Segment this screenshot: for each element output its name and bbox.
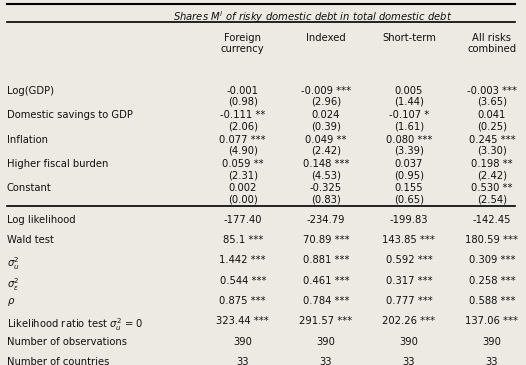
Text: (0.00): (0.00) xyxy=(228,195,258,205)
Text: (1.44): (1.44) xyxy=(394,97,424,107)
Text: Wald test: Wald test xyxy=(7,235,54,245)
Text: (2.54): (2.54) xyxy=(477,195,507,205)
Text: Log(GDP): Log(GDP) xyxy=(7,85,54,96)
Text: 0.024: 0.024 xyxy=(312,110,340,120)
Text: 202.26 ***: 202.26 *** xyxy=(382,316,436,326)
Text: -199.83: -199.83 xyxy=(390,215,428,225)
Text: Log likelihood: Log likelihood xyxy=(7,215,75,225)
Text: 0.881 ***: 0.881 *** xyxy=(302,255,349,265)
Text: (3.65): (3.65) xyxy=(477,97,507,107)
Text: 390: 390 xyxy=(482,337,501,347)
Text: 143.85 ***: 143.85 *** xyxy=(382,235,436,245)
Text: $\sigma^2_u$: $\sigma^2_u$ xyxy=(7,255,19,272)
Text: -0.009 ***: -0.009 *** xyxy=(301,85,351,96)
Text: 0.777 ***: 0.777 *** xyxy=(386,296,432,306)
Text: Inflation: Inflation xyxy=(7,135,47,145)
Text: 0.258 ***: 0.258 *** xyxy=(469,276,515,286)
Text: (3.39): (3.39) xyxy=(394,146,424,156)
Text: 137.06 ***: 137.06 *** xyxy=(466,316,519,326)
Text: 0.059 **: 0.059 ** xyxy=(222,159,264,169)
Text: 70.89 ***: 70.89 *** xyxy=(302,235,349,245)
Text: Constant: Constant xyxy=(7,184,52,193)
Text: 0.588 ***: 0.588 *** xyxy=(469,296,515,306)
Text: (4.53): (4.53) xyxy=(311,170,341,180)
Text: 0.530 **: 0.530 ** xyxy=(471,184,513,193)
Text: -0.111 **: -0.111 ** xyxy=(220,110,266,120)
Text: 33: 33 xyxy=(485,357,498,365)
Text: 390: 390 xyxy=(399,337,418,347)
Text: 0.317 ***: 0.317 *** xyxy=(386,276,432,286)
Text: (4.90): (4.90) xyxy=(228,146,258,156)
Text: 0.148 ***: 0.148 *** xyxy=(302,159,349,169)
Text: -0.325: -0.325 xyxy=(310,184,342,193)
Text: 0.037: 0.037 xyxy=(394,159,423,169)
Text: 390: 390 xyxy=(234,337,252,347)
Text: Indexed: Indexed xyxy=(306,33,346,43)
Text: Domestic savings to GDP: Domestic savings to GDP xyxy=(7,110,133,120)
Text: 0.080 ***: 0.080 *** xyxy=(386,135,432,145)
Text: (0.95): (0.95) xyxy=(394,170,424,180)
Text: 33: 33 xyxy=(320,357,332,365)
Text: Short-term: Short-term xyxy=(382,33,436,43)
Text: (1.61): (1.61) xyxy=(394,122,424,131)
Text: (2.31): (2.31) xyxy=(228,170,258,180)
Text: 0.245 ***: 0.245 *** xyxy=(469,135,515,145)
Text: 0.049 **: 0.049 ** xyxy=(305,135,347,145)
Text: 85.1 ***: 85.1 *** xyxy=(222,235,263,245)
Text: -0.003 ***: -0.003 *** xyxy=(467,85,517,96)
Text: (2.42): (2.42) xyxy=(311,146,341,156)
Text: $\rho$: $\rho$ xyxy=(7,296,15,308)
Text: (0.39): (0.39) xyxy=(311,122,341,131)
Text: Higher fiscal burden: Higher fiscal burden xyxy=(7,159,108,169)
Text: (2.96): (2.96) xyxy=(311,97,341,107)
Text: 0.544 ***: 0.544 *** xyxy=(219,276,266,286)
Text: 0.155: 0.155 xyxy=(394,184,423,193)
Text: 0.005: 0.005 xyxy=(394,85,423,96)
Text: -142.45: -142.45 xyxy=(473,215,511,225)
Text: 0.198 **: 0.198 ** xyxy=(471,159,513,169)
Text: (2.06): (2.06) xyxy=(228,122,258,131)
Text: 323.44 ***: 323.44 *** xyxy=(216,316,269,326)
Text: 0.592 ***: 0.592 *** xyxy=(386,255,432,265)
Text: -177.40: -177.40 xyxy=(224,215,262,225)
Text: (0.65): (0.65) xyxy=(394,195,424,205)
Text: 33: 33 xyxy=(403,357,415,365)
Text: (2.42): (2.42) xyxy=(477,170,507,180)
Text: 1.442 ***: 1.442 *** xyxy=(219,255,266,265)
Text: 0.461 ***: 0.461 *** xyxy=(302,276,349,286)
Text: $\sigma^2_\varepsilon$: $\sigma^2_\varepsilon$ xyxy=(7,276,19,293)
Text: Likelihood ratio test $\sigma^2_u$ = 0: Likelihood ratio test $\sigma^2_u$ = 0 xyxy=(7,316,143,333)
Text: -0.107 *: -0.107 * xyxy=(389,110,429,120)
Text: 0.784 ***: 0.784 *** xyxy=(302,296,349,306)
Text: 0.002: 0.002 xyxy=(229,184,257,193)
Text: 390: 390 xyxy=(317,337,335,347)
Text: Number of observations: Number of observations xyxy=(7,337,127,347)
Text: (0.98): (0.98) xyxy=(228,97,258,107)
Text: Foreign
currency: Foreign currency xyxy=(221,33,265,54)
Text: (0.25): (0.25) xyxy=(477,122,507,131)
Text: (3.30): (3.30) xyxy=(477,146,507,156)
Text: Number of countries: Number of countries xyxy=(7,357,109,365)
Text: 0.875 ***: 0.875 *** xyxy=(219,296,266,306)
Text: All risks
combined: All risks combined xyxy=(468,33,517,54)
Text: 180.59 ***: 180.59 *** xyxy=(466,235,519,245)
Text: -0.001: -0.001 xyxy=(227,85,259,96)
Text: (0.83): (0.83) xyxy=(311,195,341,205)
Text: Shares $M^l$ of risky domestic debt in total domestic debt: Shares $M^l$ of risky domestic debt in t… xyxy=(173,9,452,25)
Text: 0.041: 0.041 xyxy=(478,110,506,120)
Text: 33: 33 xyxy=(237,357,249,365)
Text: 291.57 ***: 291.57 *** xyxy=(299,316,352,326)
Text: 0.309 ***: 0.309 *** xyxy=(469,255,515,265)
Text: -234.79: -234.79 xyxy=(307,215,345,225)
Text: 0.077 ***: 0.077 *** xyxy=(219,135,266,145)
